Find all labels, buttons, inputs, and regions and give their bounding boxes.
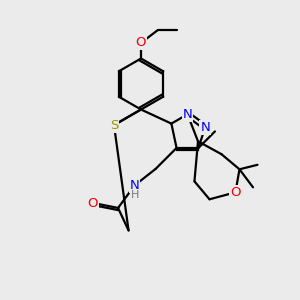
Text: O: O: [136, 36, 146, 50]
Text: O: O: [87, 197, 98, 210]
Text: O: O: [136, 36, 146, 50]
Text: H: H: [131, 190, 140, 200]
Text: S: S: [110, 118, 118, 132]
Text: N: N: [130, 179, 140, 192]
Text: O: O: [230, 186, 241, 199]
Text: N: N: [183, 108, 192, 121]
Text: N: N: [200, 121, 210, 134]
